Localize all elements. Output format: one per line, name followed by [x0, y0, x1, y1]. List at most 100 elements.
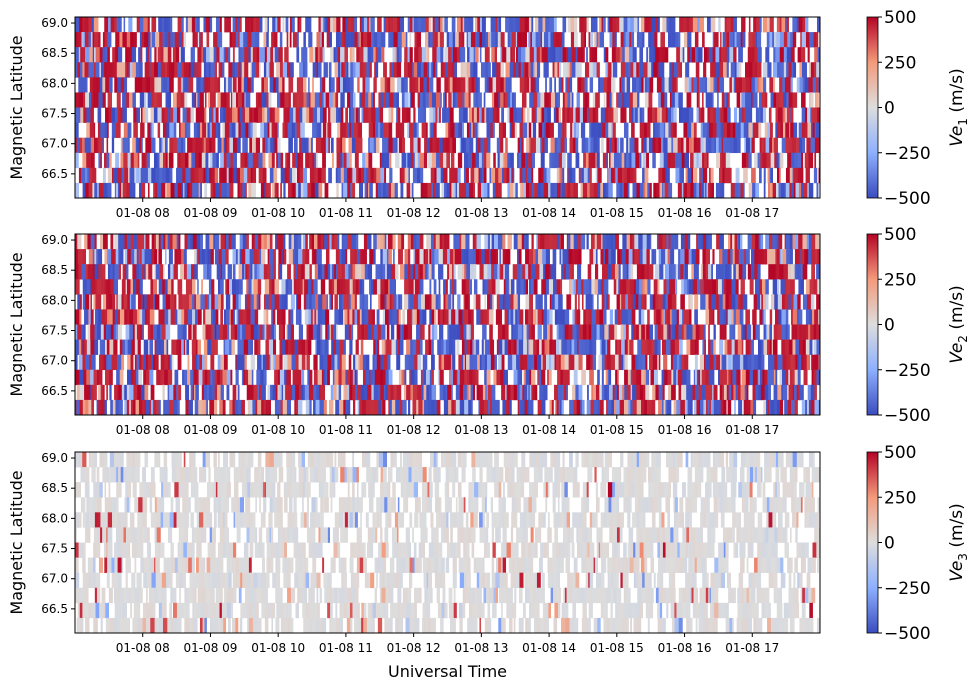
heatmap-cell	[340, 77, 343, 92]
heatmap-cell	[141, 183, 145, 198]
heatmap-cell	[366, 370, 370, 385]
heatmap-cell	[293, 32, 297, 47]
heatmap-cell	[157, 325, 161, 340]
heatmap-cell	[462, 264, 465, 279]
heatmap-cell	[733, 249, 735, 264]
heatmap-cell	[199, 153, 202, 168]
heatmap-cell	[353, 92, 356, 107]
x-tick-label: 01-08 13	[454, 206, 508, 220]
heatmap-cell	[504, 92, 506, 107]
heatmap-cell	[722, 249, 725, 264]
heatmap-cell	[606, 183, 609, 198]
heatmap-cell	[266, 294, 269, 309]
heatmap-cell	[572, 92, 574, 107]
heatmap-cell	[361, 32, 363, 47]
heatmap-cell	[665, 264, 669, 279]
heatmap-cell	[268, 183, 271, 198]
heatmap-cell	[526, 234, 529, 249]
heatmap-cell	[245, 123, 248, 138]
heatmap-cell	[401, 77, 404, 92]
heatmap-cell	[748, 234, 751, 249]
heatmap-cell	[376, 264, 381, 279]
heatmap-cell	[725, 138, 729, 153]
heatmap-cell	[643, 62, 647, 77]
heatmap-cell	[518, 325, 522, 340]
heatmap-cell	[389, 370, 393, 385]
heatmap-cell	[139, 355, 142, 370]
heatmap-cell	[308, 17, 311, 32]
heatmap-cell	[242, 108, 245, 123]
heatmap-cell	[337, 279, 340, 294]
heatmap-cell	[701, 168, 704, 183]
heatmap-cell	[786, 355, 790, 370]
heatmap-cell	[217, 32, 222, 47]
heatmap-cell	[94, 17, 99, 32]
heatmap-cell	[239, 264, 243, 279]
heatmap-cell	[485, 62, 488, 77]
heatmap-cell	[809, 234, 812, 249]
heatmap-cell	[439, 264, 443, 279]
heatmap-cell	[193, 370, 197, 385]
heatmap-cell	[308, 309, 311, 324]
heatmap-cell	[432, 294, 436, 309]
heatmap-cell	[641, 264, 645, 279]
heatmap-cell	[168, 264, 171, 279]
heatmap-cell	[467, 249, 469, 264]
heatmap-cell	[467, 340, 471, 355]
heatmap-cell	[333, 92, 336, 107]
heatmap-cell	[183, 325, 187, 340]
heatmap-cell	[655, 47, 659, 62]
heatmap-cell	[471, 168, 475, 183]
heatmap-cell	[773, 47, 775, 62]
heatmap-cell	[377, 309, 380, 324]
heatmap-cell	[83, 92, 85, 107]
heatmap-cell	[175, 370, 179, 385]
heatmap-cell	[803, 77, 805, 92]
heatmap-cell	[87, 340, 91, 355]
heatmap-cell	[146, 108, 149, 123]
heatmap-cell	[126, 325, 130, 340]
heatmap-cell	[95, 234, 97, 249]
heatmap-cell	[710, 62, 713, 77]
heatmap-cell	[301, 47, 303, 62]
heatmap-cell	[591, 123, 595, 138]
heatmap-cell	[269, 123, 272, 138]
heatmap-cell	[528, 62, 531, 77]
heatmap-cell	[184, 77, 189, 92]
heatmap-cell	[192, 340, 196, 355]
heatmap-cell	[547, 340, 549, 355]
heatmap-cell	[684, 138, 687, 153]
heatmap-cell	[482, 325, 486, 340]
heatmap-cell	[223, 108, 226, 123]
heatmap-cell	[614, 279, 617, 294]
heatmap-cell	[532, 32, 536, 47]
heatmap-cell	[657, 77, 659, 92]
heatmap-cell	[340, 279, 344, 294]
heatmap-cell	[461, 62, 464, 77]
heatmap-cell	[197, 123, 200, 138]
heatmap-cell	[645, 355, 647, 370]
heatmap-cell	[90, 340, 94, 355]
heatmap-cell	[729, 264, 731, 279]
heatmap-cell	[534, 279, 538, 294]
heatmap-cell	[639, 279, 642, 294]
heatmap-cell	[792, 17, 797, 32]
heatmap-cell	[613, 123, 616, 138]
heatmap-cell	[274, 32, 278, 47]
heatmap-cell	[318, 370, 323, 385]
heatmap-cell	[142, 249, 145, 264]
heatmap-cell	[203, 309, 206, 324]
heatmap-cell	[82, 47, 85, 62]
heatmap-cell	[450, 249, 453, 264]
heatmap-cell	[204, 385, 207, 400]
heatmap-cell	[416, 340, 420, 355]
heatmap-cell	[83, 370, 87, 385]
heatmap-cell	[446, 234, 449, 249]
heatmap-cell	[414, 294, 419, 309]
heatmap-cell	[572, 168, 575, 183]
heatmap-cell	[137, 355, 140, 370]
heatmap-cell	[618, 168, 623, 183]
heatmap-cell	[386, 183, 389, 198]
heatmap-cell	[323, 123, 327, 138]
heatmap-cell	[107, 153, 110, 168]
